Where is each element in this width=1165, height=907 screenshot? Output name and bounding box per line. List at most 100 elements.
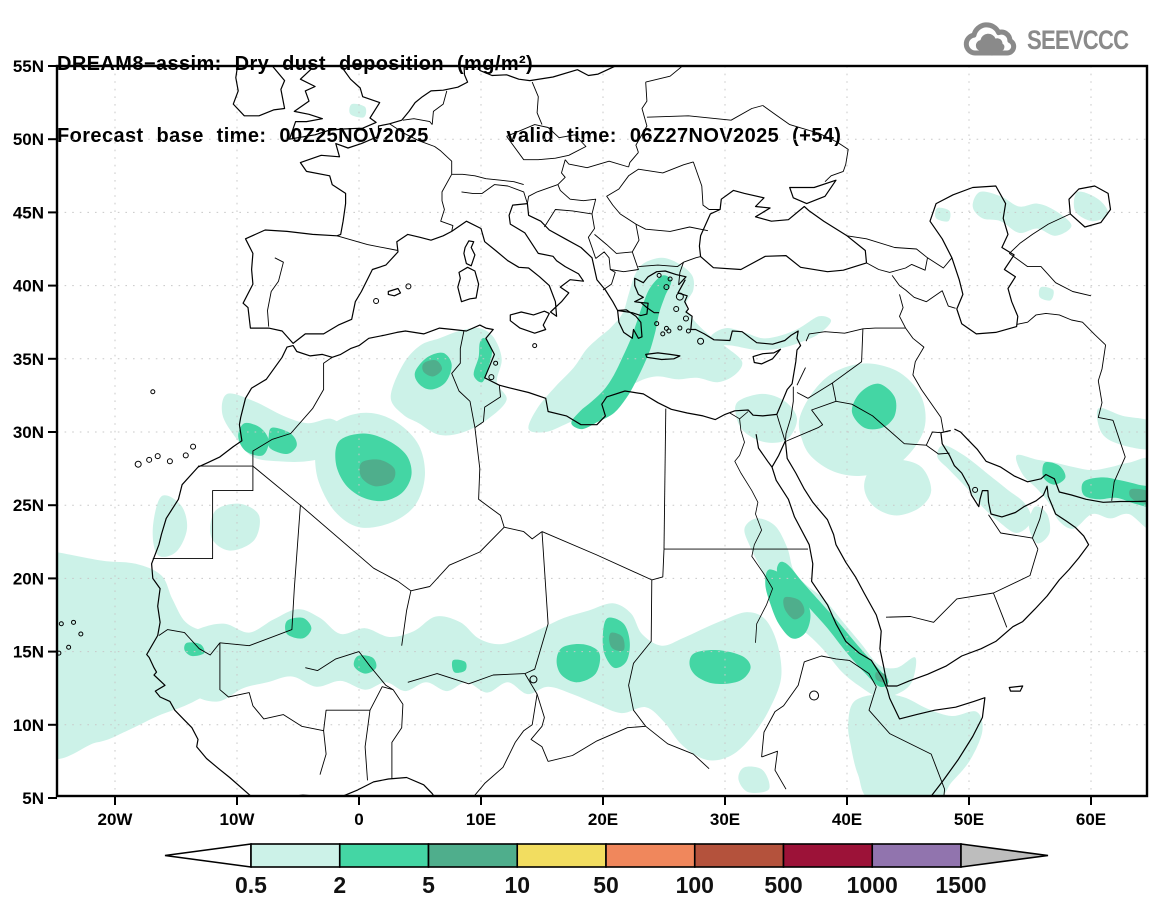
lat-label: 45N (13, 203, 44, 222)
country-border (401, 590, 412, 646)
dust-region-level3 (422, 360, 443, 377)
country-border (796, 382, 833, 399)
island-dot (190, 443, 197, 450)
country-border (831, 382, 837, 402)
country-border (866, 257, 928, 273)
country-border (451, 330, 476, 428)
base-time-label: Forecast base time: (57, 125, 267, 147)
coastline (784, 429, 1090, 687)
dust-region-level1 (738, 766, 770, 793)
coastline-closed (752, 348, 782, 365)
country-border (547, 725, 646, 762)
country-border (628, 579, 653, 727)
island-euboea (640, 301, 660, 314)
dust-region-level1 (1073, 191, 1109, 222)
country-border (536, 159, 566, 193)
country-border (402, 118, 433, 125)
country-border (645, 725, 710, 770)
island-dot (146, 456, 153, 463)
dust-region-level1 (710, 316, 832, 351)
lon-label: 30E (710, 810, 740, 829)
country-border (646, 105, 763, 121)
lon-label: 40E (832, 810, 862, 829)
lat-label: 35N (13, 350, 44, 369)
island-dot (150, 389, 156, 395)
country-border (319, 730, 327, 775)
lon-label: 0 (354, 810, 363, 829)
island-dot (71, 619, 77, 625)
country-border (440, 174, 454, 232)
island-dot (134, 460, 142, 468)
coastlines (57, 66, 1147, 796)
country-border (899, 294, 906, 329)
dust-region-level2 (184, 642, 205, 657)
colorbar-segment (338, 843, 430, 868)
colorbar-over-arrow (960, 843, 1049, 868)
country-border (557, 184, 597, 215)
country-border (619, 213, 637, 225)
dust-region-level2 (556, 643, 601, 683)
country-border (267, 257, 284, 327)
island-dot (57, 650, 62, 656)
country-border (158, 629, 221, 656)
country-border (431, 90, 448, 125)
coastline-closed (1068, 185, 1112, 228)
lat-label: 15N (13, 643, 44, 662)
dust-region-level2 (238, 422, 269, 456)
coastline-closed (288, 66, 381, 140)
country-border (594, 224, 640, 254)
colorbar-segment (516, 843, 607, 868)
country-border (389, 123, 453, 175)
colorbar: 0.5 2 5 10 50 100 500 1000 1500 (164, 843, 1049, 898)
country-border (993, 548, 1039, 594)
island-dot (373, 297, 380, 304)
colorbar-label: 500 (764, 872, 802, 898)
country-border (541, 531, 652, 581)
country-border (692, 161, 721, 210)
country-border (1097, 344, 1114, 421)
country-border (635, 223, 708, 232)
coastline (755, 434, 986, 796)
island-dot (663, 284, 670, 291)
country-border (410, 526, 505, 592)
country-border (645, 66, 684, 83)
coastline-closed (1008, 685, 1024, 692)
valid-time-label: valid time: (506, 125, 617, 147)
coastline-closed (509, 310, 550, 334)
dust-region-level1 (1038, 286, 1054, 301)
country-border (638, 261, 684, 268)
dust-region-level3 (359, 459, 396, 487)
dust-contours (57, 103, 1147, 796)
coastline (242, 123, 452, 344)
lon-label: 10W (220, 810, 256, 829)
colorbar-label: 100 (676, 872, 714, 898)
island-dot (663, 325, 669, 331)
coastline-closed (463, 240, 476, 267)
island-dot (529, 675, 538, 684)
dust-region-level2 (1042, 462, 1066, 485)
chart-title: DREAM8−assim: Dry dust deposition (mg/m²… (57, 53, 534, 75)
lon-label: 10E (466, 810, 496, 829)
island-dot (656, 272, 662, 278)
island-dot (809, 690, 820, 701)
country-border (784, 386, 794, 442)
colorbar-under-arrow (164, 843, 252, 868)
title-block: DREAM8−assim: Dry dust deposition (mg/m²… (57, 4, 841, 196)
island-dot (666, 328, 672, 334)
lat-label: 20N (13, 569, 44, 588)
dust-region-level3 (875, 671, 887, 683)
country-border (219, 505, 301, 647)
island-dot (532, 343, 538, 349)
lat-label: 5N (22, 789, 44, 808)
country-border (474, 385, 501, 428)
lat-label: 30N (13, 423, 44, 442)
country-border (905, 327, 944, 432)
country-border (526, 191, 538, 204)
dust-region-level2 (285, 617, 312, 639)
country-border (926, 444, 950, 455)
dust-region-level1 (349, 103, 367, 118)
country-border (651, 549, 665, 581)
country-border (451, 173, 524, 186)
country-border (988, 514, 1033, 539)
